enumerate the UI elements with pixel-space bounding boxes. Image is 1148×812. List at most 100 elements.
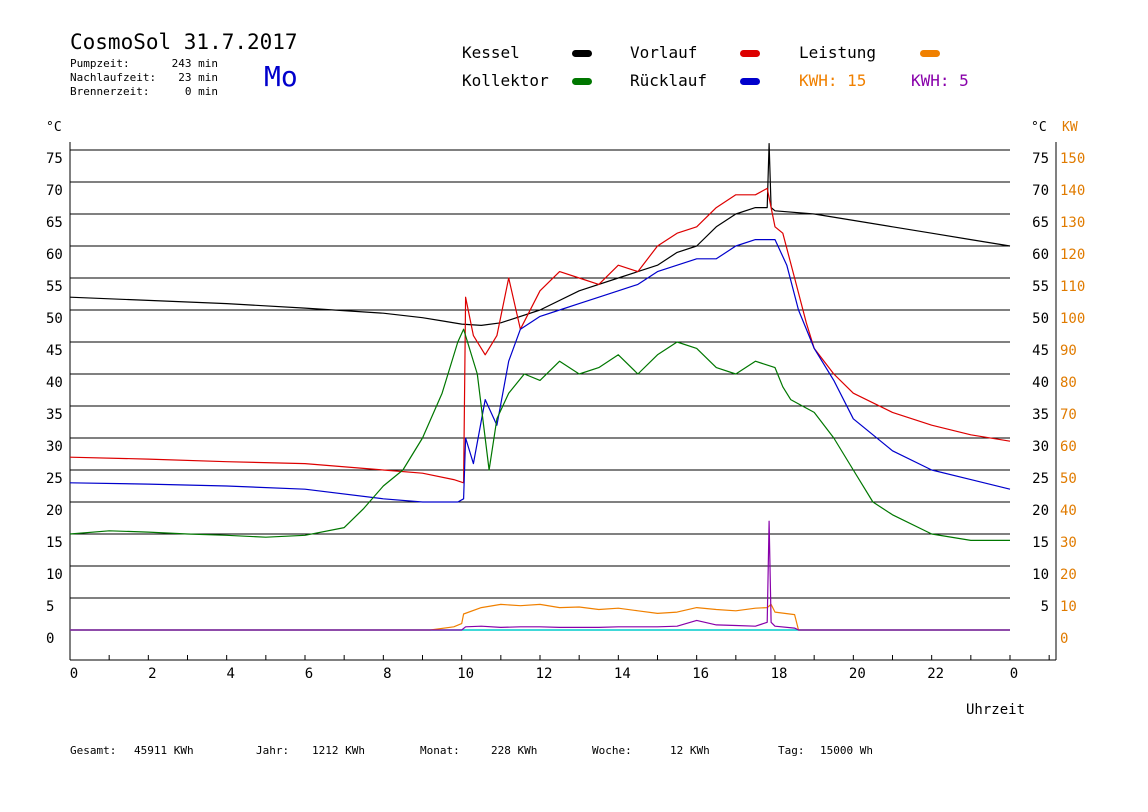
footer-monat-value: 228 KWh [491,744,538,757]
x-tick-label: 2 [148,666,156,682]
y-tick-label-right: 5 [1041,599,1049,615]
footer-jahr-value: 1212 KWh [312,744,365,757]
x-tick-label: 18 [771,666,788,682]
day-label: Mo [264,60,298,93]
y-tick-label-kw: 140 [1060,183,1085,199]
x-tick-label: 8 [383,666,391,682]
series-ruecklauf-line [69,239,1011,503]
x-tick-label: 14 [614,666,631,682]
y-tick-label-left: 75 [46,151,63,167]
series-vorlauf-line [69,187,1011,484]
y-tick-label-right: 20 [1032,503,1049,519]
y-tick-label-right: 50 [1032,311,1049,327]
legend-kessel: Kessel [462,43,520,62]
x-tick-label: 0 [1010,666,1018,682]
x-tick-label: 16 [692,666,709,682]
legend-kollektor-swatch [572,78,592,85]
y-tick-label-kw: 40 [1060,503,1077,519]
y-tick-label-left: 55 [46,279,63,295]
y-tick-label-left: 50 [46,311,63,327]
y-tick-label-right: 25 [1032,471,1049,487]
footer-woche-value: 12 KWh [670,744,710,757]
legend-kwh-1: KWH: 15 [799,71,867,90]
y-tick-label-kw: 90 [1060,343,1077,359]
y-tick-label-right: 10 [1032,567,1049,583]
y-tick-label-kw: 130 [1060,215,1085,231]
y-tick-label-left: 30 [46,439,63,455]
y-tick-label-kw: 100 [1060,311,1085,327]
footer-jahr-label: Jahr: [256,744,290,757]
y-tick-label-right: 35 [1032,407,1049,423]
y-tick-label-right: 60 [1032,247,1049,263]
stat-pumpzeit: Pumpzeit: 243 min [70,57,218,70]
legend-kwh-2: KWH: 5 [911,71,969,90]
y-tick-label-right: 75 [1032,151,1049,167]
y-tick-label-kw: 120 [1060,247,1085,263]
legend-leistung: Leistung [799,43,877,62]
y-tick-label-left: 40 [46,375,63,391]
x-tick-label: 22 [927,666,944,682]
y-tick-label-left: 45 [46,343,63,359]
tick-labels: 0510152025303540455055606570755101520253… [46,151,1085,682]
y-tick-label-kw: 30 [1060,535,1077,551]
y-tick-label-right: 30 [1032,439,1049,455]
y-tick-label-right: 65 [1032,215,1049,231]
y-tick-label-right: 15 [1032,535,1049,551]
y-tick-label-right: 40 [1032,375,1049,391]
y-tick-label-left: 35 [46,407,63,423]
y-tick-label-left: 0 [46,631,54,647]
y-tick-label-right: 70 [1032,183,1049,199]
y-tick-label-left: 70 [46,183,63,199]
y-tick-label-kw: 150 [1060,151,1085,167]
y-tick-label-left: 20 [46,503,63,519]
grid-lines [70,149,1010,631]
legend-ruecklauf: Rücklauf [630,71,708,90]
y-tick-label-left: 60 [46,247,63,263]
x-tick-label: 4 [226,666,234,682]
legend-kollektor: Kollektor [462,71,549,90]
footer-woche-label: Woche: [592,744,632,757]
series-kessel-line [69,143,1011,326]
y-axis-unit-left: °C [46,120,62,135]
footer-gesamt-value: 45911 KWh [134,744,194,757]
footer-tag-label: Tag: [778,744,805,757]
y-axis-unit-right: °C [1031,120,1047,135]
y-tick-label-right: 45 [1032,343,1049,359]
legend-vorlauf: Vorlauf [630,43,698,62]
y-tick-label-kw: 20 [1060,567,1077,583]
y-tick-label-left: 5 [46,599,54,615]
y-tick-label-kw: 110 [1060,279,1085,295]
y-tick-label-kw: 60 [1060,439,1077,455]
footer-tag-value: 15000 Wh [820,744,873,757]
x-axis-label: Uhrzeit [966,702,1026,718]
stat-nachlaufzeit: Nachlaufzeit: 23 min [70,71,218,84]
y-tick-label-kw: 50 [1060,471,1077,487]
y-tick-label-kw: 0 [1060,631,1068,647]
x-tick-label: 10 [457,666,474,682]
y-tick-label-kw: 70 [1060,407,1077,423]
y-tick-label-kw: 10 [1060,599,1077,615]
axes [69,142,1057,661]
legend-leistung-swatch [920,50,940,57]
legend-ruecklauf-swatch [740,78,760,85]
y-axis-unit-kw: KW [1062,120,1078,135]
footer-gesamt-label: Gesamt: [70,744,117,757]
y-tick-label-left: 25 [46,471,63,487]
y-tick-label-kw: 80 [1060,375,1077,391]
x-tick-label: 20 [849,666,866,682]
series-lines [69,143,1011,631]
y-tick-label-right: 55 [1032,279,1049,295]
legend-vorlauf-swatch [740,50,760,57]
series-kollektor-line [69,328,1010,542]
chart-title: CosmoSol 31.7.2017 [70,30,298,54]
x-tick-label: 12 [536,666,553,682]
stat-brennerzeit: Brennerzeit: 0 min [70,85,218,98]
footer-monat-label: Monat: [420,744,460,757]
y-tick-label-left: 15 [46,535,63,551]
x-tick-label: 0 [70,666,78,682]
series-leistung2-line [70,520,1010,631]
series-leistung-line [70,603,1010,631]
y-tick-label-left: 10 [46,567,63,583]
legend-kessel-swatch [572,50,592,57]
